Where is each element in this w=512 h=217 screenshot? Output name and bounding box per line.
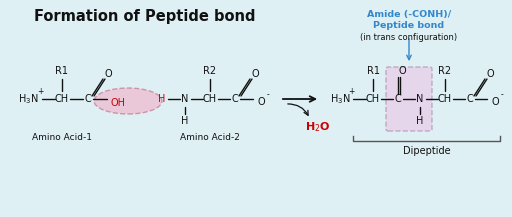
Text: C: C xyxy=(395,94,401,104)
Text: O: O xyxy=(104,69,112,79)
Text: O: O xyxy=(491,97,499,107)
Text: O: O xyxy=(398,66,406,76)
Text: C: C xyxy=(84,94,91,104)
Text: N: N xyxy=(181,94,189,104)
Text: -: - xyxy=(501,90,503,100)
Text: H: H xyxy=(158,94,166,104)
Text: O: O xyxy=(257,97,265,107)
Text: H: H xyxy=(181,116,189,126)
Text: (in trans configuration): (in trans configuration) xyxy=(360,33,458,41)
Text: CH: CH xyxy=(203,94,217,104)
Text: R2: R2 xyxy=(438,66,452,76)
Text: O: O xyxy=(486,69,494,79)
Text: OH: OH xyxy=(111,98,125,108)
FancyBboxPatch shape xyxy=(386,67,432,131)
Text: CH: CH xyxy=(366,94,380,104)
Text: N: N xyxy=(416,94,424,104)
Text: Amino Acid-1: Amino Acid-1 xyxy=(32,133,92,141)
Text: -: - xyxy=(267,90,269,100)
Text: Amide (-CONH)/: Amide (-CONH)/ xyxy=(367,10,451,18)
Text: +: + xyxy=(37,87,43,97)
Text: R1: R1 xyxy=(55,66,69,76)
Text: CH: CH xyxy=(438,94,452,104)
Text: +: + xyxy=(348,87,354,97)
Text: Dipeptide: Dipeptide xyxy=(402,146,451,156)
Text: Peptide bond: Peptide bond xyxy=(373,21,444,31)
Ellipse shape xyxy=(94,88,162,114)
Text: H$_3$N: H$_3$N xyxy=(330,92,350,106)
Text: H: H xyxy=(416,116,424,126)
Text: C: C xyxy=(231,94,239,104)
Text: H$_2$O: H$_2$O xyxy=(305,120,331,134)
Text: R1: R1 xyxy=(367,66,379,76)
Text: O: O xyxy=(251,69,259,79)
Text: Formation of Peptide bond: Formation of Peptide bond xyxy=(34,10,256,25)
Text: Amino Acid-2: Amino Acid-2 xyxy=(180,133,240,141)
Text: H$_3$N: H$_3$N xyxy=(18,92,38,106)
Text: C: C xyxy=(466,94,474,104)
Text: CH: CH xyxy=(55,94,69,104)
Text: R2: R2 xyxy=(203,66,217,76)
